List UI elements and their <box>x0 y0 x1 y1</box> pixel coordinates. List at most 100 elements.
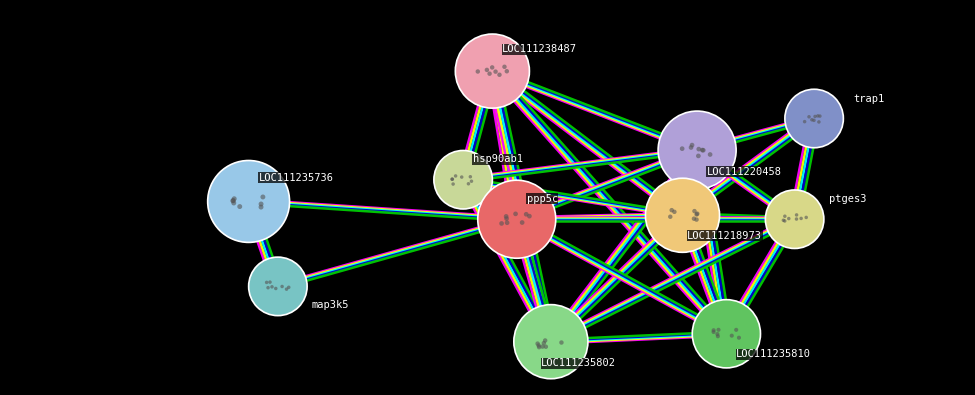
Ellipse shape <box>285 288 289 291</box>
Ellipse shape <box>668 214 673 219</box>
Ellipse shape <box>478 180 556 258</box>
Ellipse shape <box>249 257 307 316</box>
Ellipse shape <box>467 182 470 186</box>
Ellipse shape <box>787 217 791 220</box>
Ellipse shape <box>544 344 548 349</box>
Ellipse shape <box>783 219 787 223</box>
Text: LOC111235810: LOC111235810 <box>736 349 811 359</box>
Ellipse shape <box>692 209 697 213</box>
Ellipse shape <box>460 175 463 179</box>
Ellipse shape <box>232 196 237 201</box>
Text: ptges3: ptges3 <box>829 194 866 205</box>
Ellipse shape <box>695 211 699 216</box>
Text: LOC111235802: LOC111235802 <box>541 358 616 369</box>
Ellipse shape <box>785 89 843 148</box>
Ellipse shape <box>670 208 674 213</box>
Ellipse shape <box>716 334 720 338</box>
Ellipse shape <box>514 305 588 379</box>
Ellipse shape <box>691 216 696 221</box>
Ellipse shape <box>729 334 734 338</box>
Ellipse shape <box>237 204 242 209</box>
Ellipse shape <box>807 115 811 118</box>
Ellipse shape <box>208 160 290 243</box>
Text: map3k5: map3k5 <box>312 300 349 310</box>
Ellipse shape <box>810 118 814 122</box>
Ellipse shape <box>281 285 284 288</box>
Ellipse shape <box>817 120 821 124</box>
Ellipse shape <box>645 178 720 252</box>
Ellipse shape <box>520 220 525 225</box>
Ellipse shape <box>258 205 263 210</box>
Ellipse shape <box>689 143 694 147</box>
Ellipse shape <box>701 148 706 152</box>
Ellipse shape <box>453 174 457 178</box>
Ellipse shape <box>795 213 799 217</box>
Ellipse shape <box>540 344 545 349</box>
Text: LOC111220458: LOC111220458 <box>707 167 782 177</box>
Ellipse shape <box>499 221 504 226</box>
Ellipse shape <box>268 280 272 284</box>
Ellipse shape <box>258 201 263 207</box>
Ellipse shape <box>680 146 684 151</box>
Ellipse shape <box>450 177 454 181</box>
Text: LOC111238487: LOC111238487 <box>502 44 577 55</box>
Ellipse shape <box>527 214 531 218</box>
Ellipse shape <box>274 287 278 290</box>
Ellipse shape <box>765 190 824 248</box>
Ellipse shape <box>505 69 509 73</box>
Ellipse shape <box>504 214 509 219</box>
Text: LOC111235736: LOC111235736 <box>258 173 333 183</box>
Ellipse shape <box>658 111 736 189</box>
Ellipse shape <box>708 152 713 157</box>
Ellipse shape <box>712 328 716 332</box>
Ellipse shape <box>537 345 541 349</box>
Ellipse shape <box>782 218 785 222</box>
Ellipse shape <box>804 216 808 219</box>
Ellipse shape <box>270 285 274 289</box>
Ellipse shape <box>230 198 235 203</box>
Ellipse shape <box>696 147 701 151</box>
Text: LOC111218973: LOC111218973 <box>687 231 762 241</box>
Ellipse shape <box>560 340 564 345</box>
Ellipse shape <box>490 65 494 70</box>
Ellipse shape <box>287 286 291 289</box>
Ellipse shape <box>535 341 540 346</box>
Ellipse shape <box>696 154 701 158</box>
Ellipse shape <box>737 336 741 340</box>
Ellipse shape <box>816 114 820 118</box>
Ellipse shape <box>488 71 491 76</box>
Ellipse shape <box>231 201 236 205</box>
Text: trap1: trap1 <box>853 94 884 104</box>
Ellipse shape <box>783 214 787 218</box>
Ellipse shape <box>265 280 268 284</box>
Ellipse shape <box>694 212 699 216</box>
Ellipse shape <box>802 120 806 123</box>
Ellipse shape <box>502 64 507 69</box>
Ellipse shape <box>524 212 528 216</box>
Ellipse shape <box>485 68 489 72</box>
Ellipse shape <box>800 217 802 220</box>
Ellipse shape <box>543 338 547 343</box>
Ellipse shape <box>795 217 799 221</box>
Ellipse shape <box>513 211 518 216</box>
Text: ppp5c: ppp5c <box>526 194 558 204</box>
Ellipse shape <box>717 328 721 332</box>
Ellipse shape <box>812 118 816 122</box>
Ellipse shape <box>672 210 677 214</box>
Ellipse shape <box>450 177 453 181</box>
Ellipse shape <box>734 328 738 332</box>
Ellipse shape <box>542 341 546 345</box>
Ellipse shape <box>504 216 509 221</box>
Ellipse shape <box>266 286 270 290</box>
Ellipse shape <box>700 148 705 152</box>
Ellipse shape <box>260 194 265 199</box>
Ellipse shape <box>688 145 693 150</box>
Ellipse shape <box>813 115 817 118</box>
Ellipse shape <box>470 179 473 183</box>
Ellipse shape <box>231 198 236 203</box>
Ellipse shape <box>469 175 472 179</box>
Ellipse shape <box>505 220 510 225</box>
Ellipse shape <box>536 343 541 348</box>
Ellipse shape <box>716 332 720 336</box>
Ellipse shape <box>455 34 529 108</box>
